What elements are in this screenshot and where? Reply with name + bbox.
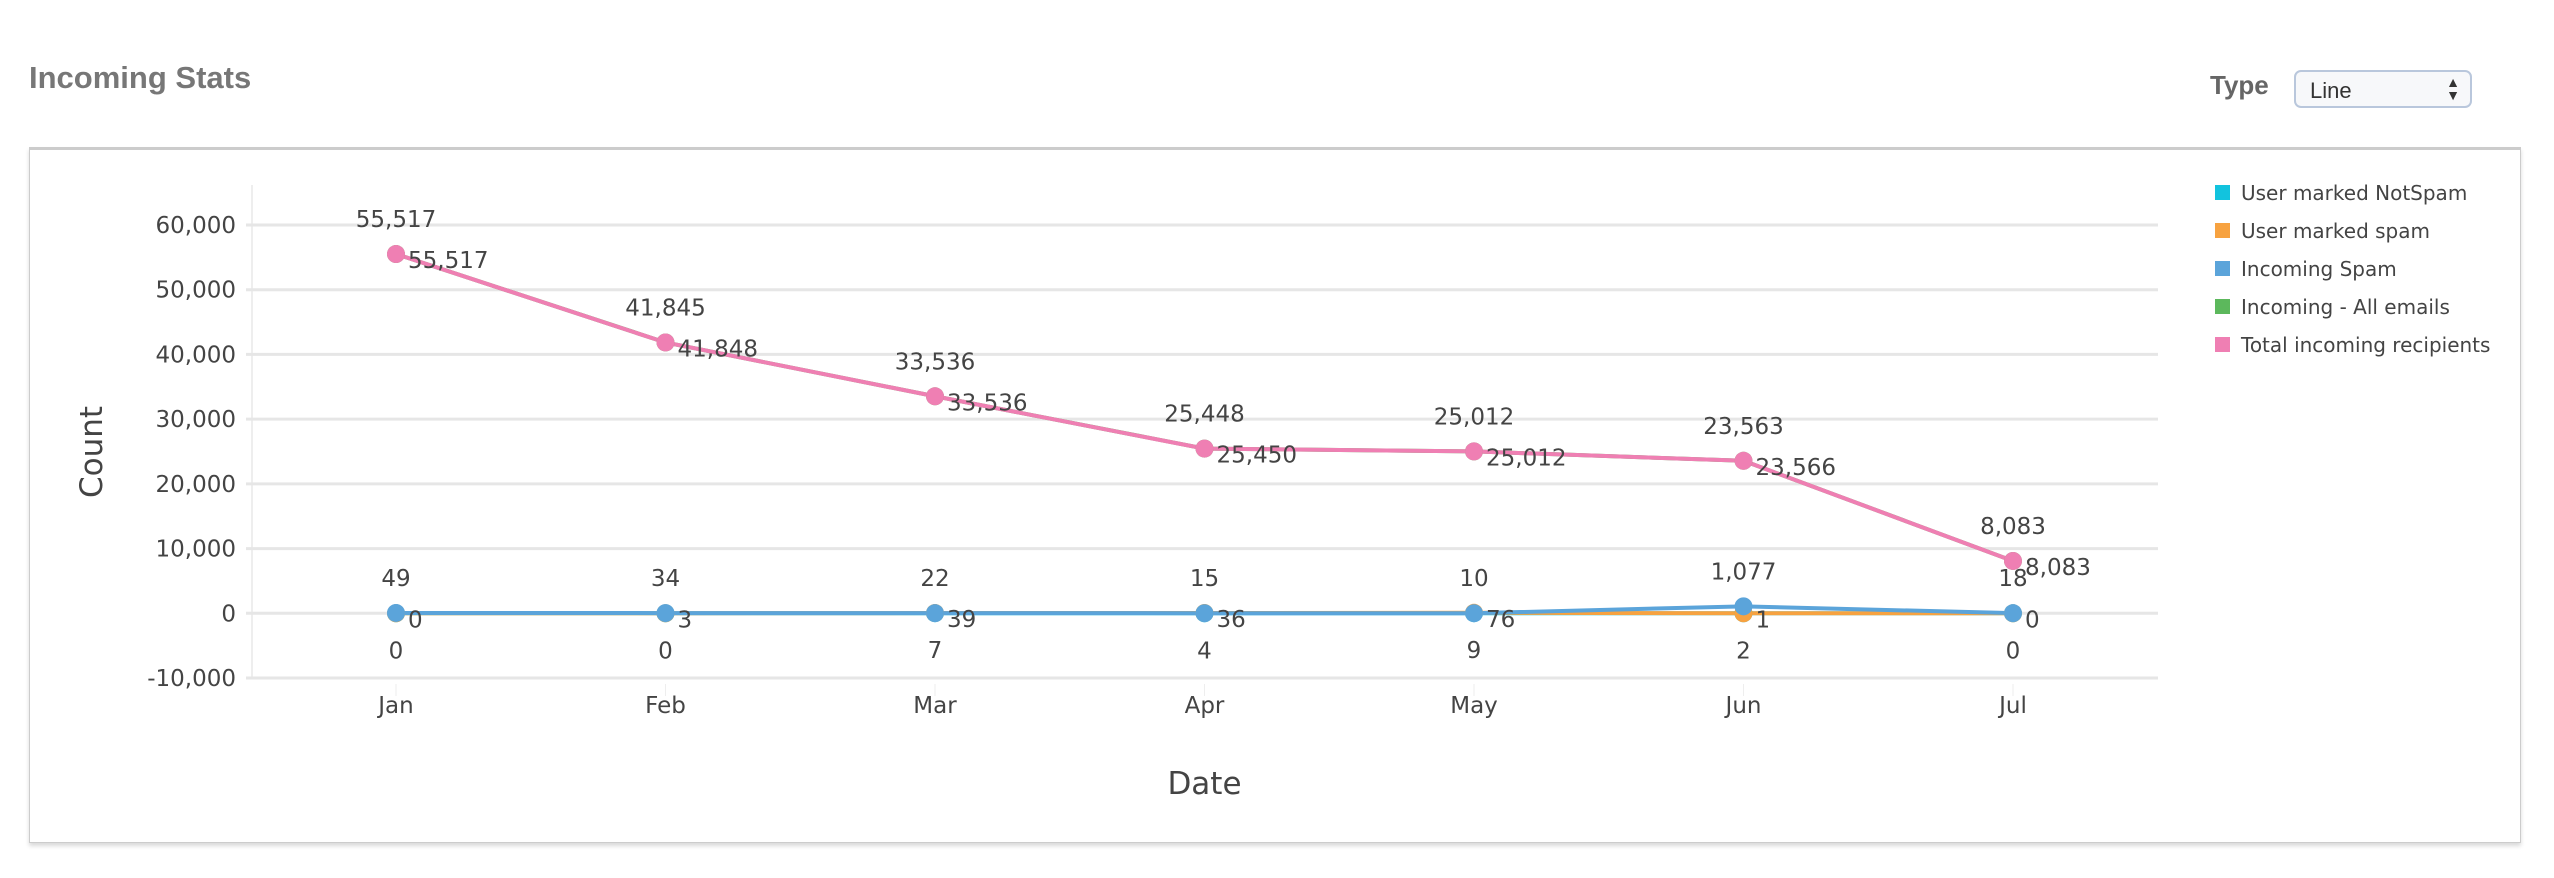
- data-label: 55,517: [408, 248, 488, 274]
- data-label: 1: [1756, 607, 1771, 633]
- x-axis-title: Date: [1167, 766, 1241, 802]
- y-tick-label: 10,000: [156, 537, 236, 563]
- legend-swatch: [2215, 261, 2230, 276]
- type-label: Type: [2210, 70, 2269, 100]
- data-point: [656, 333, 675, 352]
- data-label: 25,012: [1434, 404, 1514, 430]
- data-label: 8,083: [1980, 514, 2046, 540]
- data-label: 0: [2006, 638, 2021, 664]
- data-point: [656, 604, 675, 623]
- data-label: 25,012: [1486, 445, 1566, 471]
- data-point: [2004, 604, 2022, 623]
- data-point: [926, 387, 944, 406]
- x-tick-label: Apr: [1185, 693, 1225, 719]
- data-label: 23,566: [1756, 455, 1836, 481]
- data-label: 7: [928, 638, 943, 664]
- data-point: [1195, 604, 1214, 623]
- data-label: 0: [389, 638, 404, 664]
- y-tick-label: -10,000: [147, 666, 236, 692]
- chart-panel: [29, 147, 2521, 843]
- x-tick-label: Jun: [1724, 693, 1762, 719]
- data-point: [926, 604, 944, 623]
- data-label: 41,848: [678, 336, 758, 362]
- data-label: 0: [658, 638, 673, 664]
- data-point: [387, 603, 405, 622]
- data-label: 15: [1190, 566, 1219, 592]
- data-label: 22: [920, 566, 949, 592]
- legend-label: Incoming - All emails: [2241, 295, 2450, 319]
- legend-label: Total incoming recipients: [2240, 333, 2490, 357]
- data-label: 2: [1736, 638, 1751, 664]
- data-label: 41,845: [625, 295, 705, 321]
- page-title: Incoming Stats: [29, 60, 252, 95]
- data-label: 76: [1486, 607, 1515, 633]
- y-tick-label: 50,000: [156, 278, 236, 304]
- data-point: [1734, 597, 1753, 616]
- legend-swatch: [2215, 337, 2230, 352]
- data-label: 25,450: [1217, 443, 1297, 469]
- data-label: 1,077: [1711, 559, 1777, 585]
- y-tick-label: 30,000: [156, 407, 236, 433]
- data-label: 0: [408, 607, 423, 633]
- data-label: 36: [1217, 607, 1246, 633]
- legend-label: Incoming Spam: [2241, 257, 2397, 281]
- y-tick-label: 0: [221, 601, 236, 627]
- select-arrows-icon: ▲ ▼: [2446, 74, 2460, 103]
- data-label: 33,536: [895, 349, 975, 375]
- legend-label: User marked spam: [2241, 219, 2430, 243]
- y-axis-title: Count: [74, 406, 110, 498]
- data-label: 0: [2025, 607, 2040, 633]
- data-label: 4: [1197, 638, 1212, 664]
- data-point: [1734, 451, 1753, 470]
- data-point: [387, 245, 405, 264]
- y-tick-label: 60,000: [156, 213, 236, 239]
- data-label: 23,563: [1703, 414, 1783, 440]
- y-tick-label: 20,000: [156, 472, 236, 498]
- data-point: [1465, 604, 1483, 623]
- data-label: 33,536: [947, 390, 1027, 416]
- legend-swatch: [2215, 185, 2230, 200]
- x-tick-label: Mar: [913, 693, 957, 719]
- legend-label: User marked NotSpam: [2241, 181, 2467, 205]
- data-point: [1195, 439, 1214, 458]
- x-tick-label: Feb: [645, 693, 686, 719]
- data-label: 8,083: [2025, 555, 2091, 581]
- legend-swatch: [2215, 223, 2230, 238]
- x-tick-label: May: [1450, 693, 1498, 719]
- x-tick-label: Jan: [376, 693, 413, 719]
- chart-type-value: Line: [2310, 78, 2352, 103]
- data-point: [2004, 551, 2022, 570]
- data-label: 39: [947, 607, 976, 633]
- chart-type-select[interactable]: Line ▲ ▼: [2294, 70, 2472, 108]
- data-label: 9: [1467, 638, 1482, 664]
- data-label: 49: [381, 566, 410, 592]
- data-label: 25,448: [1164, 402, 1244, 428]
- data-label: 34: [651, 566, 680, 592]
- data-label: 3: [678, 607, 693, 633]
- y-tick-label: 40,000: [156, 342, 236, 368]
- data-label: 18: [1998, 566, 2027, 592]
- data-label: 55,517: [356, 207, 436, 233]
- data-label: 10: [1459, 566, 1488, 592]
- data-point: [1465, 442, 1483, 461]
- legend-swatch: [2215, 299, 2230, 314]
- x-tick-label: Jul: [1997, 693, 2027, 719]
